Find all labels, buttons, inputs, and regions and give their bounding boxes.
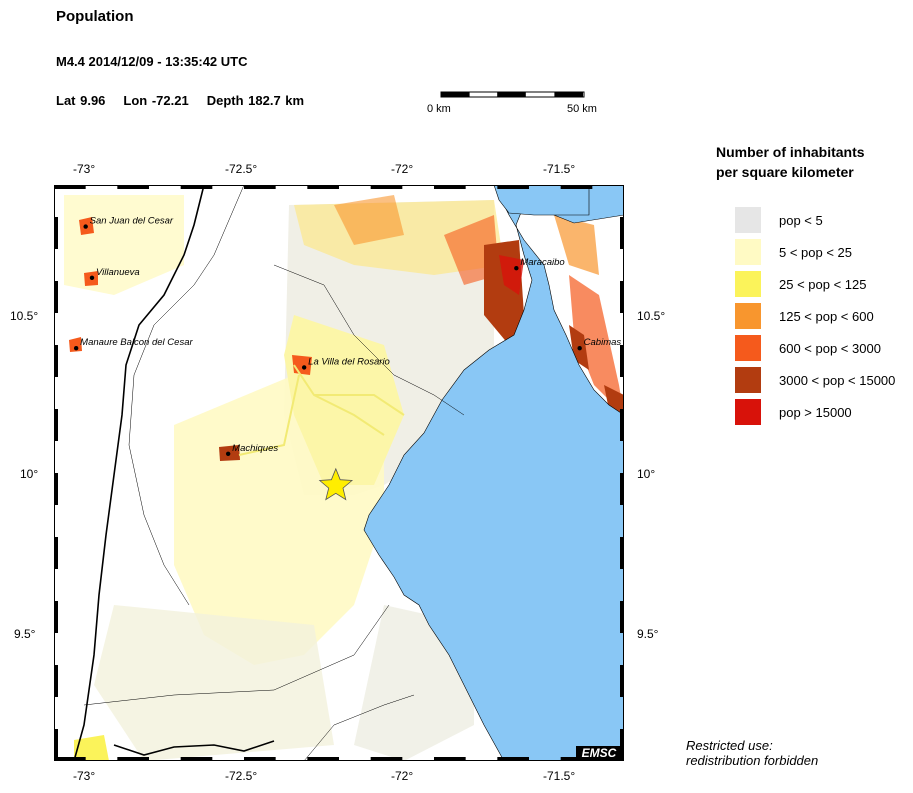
lon-tick-label: -73° [73, 162, 96, 176]
lat-tick-label: 10° [20, 467, 39, 481]
legend-title-line: Number of inhabitants [716, 144, 865, 160]
city-label: Machiques [232, 443, 278, 454]
legend-title: Number of inhabitants per square kilomet… [716, 142, 865, 182]
legend-item: 3000 < pop < 15000 [735, 367, 895, 393]
lat-tick-label: 10° [637, 467, 656, 481]
longitude-text: Lon -72.21 [123, 93, 189, 108]
road-network [238, 364, 405, 456]
map-title: Population [56, 8, 134, 25]
city-dot [225, 451, 231, 456]
lat-tick-label: 9.5° [637, 627, 659, 641]
legend-label: 25 < pop < 125 [779, 276, 867, 292]
country-border [113, 740, 275, 756]
legend-item: 600 < pop < 3000 [735, 335, 881, 361]
latitude-text: Lat 9.96 [56, 93, 106, 108]
city-dot [89, 275, 95, 280]
legend-label: 5 < pop < 25 [779, 244, 853, 260]
legend-label: pop < 5 [779, 212, 823, 228]
city-label: Cabimas [584, 337, 622, 348]
city-dot [577, 346, 582, 351]
lake-water [363, 185, 624, 761]
legend-label: 125 < pop < 600 [779, 308, 874, 324]
legend-swatch [735, 399, 761, 425]
scale-bar [440, 91, 585, 98]
restricted-line: redistribution forbidden [686, 753, 819, 768]
country-border [73, 185, 205, 761]
location-info: Lat 9.96 Lon -72.21 Depth 182.7 km [56, 93, 322, 108]
legend-swatch [735, 335, 761, 361]
lon-tick-label: -72° [391, 769, 414, 783]
lon-tick-label: -71.5° [543, 162, 576, 176]
legend-label: 3000 < pop < 15000 [779, 372, 896, 388]
city-markers: San Juan del Cesar Villanueva Manaure Balc… [73, 216, 622, 456]
restricted-note: Restricted use: redistribution forbidden [686, 738, 818, 768]
legend-swatch [735, 367, 761, 393]
lat-tick-label: 10.5° [10, 309, 39, 323]
restricted-line: Restricted use: [686, 738, 773, 753]
legend-item: 25 < pop < 125 [735, 271, 866, 297]
lat-tick-label: 10.5° [637, 309, 666, 323]
lon-tick-label: -72° [391, 162, 414, 176]
legend-item: 125 < pop < 600 [735, 303, 874, 329]
emsc-logo: EMSC [576, 746, 622, 760]
legend-swatch [735, 239, 761, 265]
frame-ticks [54, 185, 624, 761]
star-icon[interactable] [318, 467, 354, 501]
legend-item: 5 < pop < 25 [735, 239, 852, 265]
legend-title-line: per square kilometer [716, 164, 854, 180]
lat-tick-label: 9.5° [14, 627, 36, 641]
lon-tick-label: -71.5° [543, 769, 576, 783]
city-dot [73, 346, 79, 351]
city-dot [301, 365, 307, 370]
city-label: Manaure Balcon del Cesar [80, 337, 193, 348]
lon-tick-label: -72.5° [225, 162, 258, 176]
city-dot [514, 266, 519, 271]
city-label: San Juan del Cesar [90, 216, 174, 227]
scale-end-label: 50 km [567, 103, 597, 115]
population-map[interactable]: San Juan del Cesar Villanueva Manaure Balc… [54, 185, 624, 761]
event-info: M4.4 2014/12/09 - 13:35:42 UTC [56, 54, 248, 69]
lon-tick-label: -72.5° [225, 769, 258, 783]
legend-swatch [735, 207, 761, 233]
legend-item: pop < 5 [735, 207, 823, 233]
depth-text: Depth 182.7 km [206, 93, 305, 108]
city-label: La Villa del Rosario [308, 356, 390, 367]
legend-label: pop > 15000 [779, 404, 852, 420]
lon-tick-label: -73° [73, 769, 96, 783]
legend-swatch [735, 271, 761, 297]
legend-swatch [735, 303, 761, 329]
legend-label: 600 < pop < 3000 [779, 340, 881, 356]
gulf-water [493, 185, 590, 216]
city-dot [83, 224, 88, 229]
scale-start-label: 0 km [427, 103, 451, 115]
city-label: Maracaibo [520, 257, 564, 268]
city-label: Villanueva [96, 267, 140, 278]
legend-item: pop > 15000 [735, 399, 852, 425]
admin-boundaries [83, 185, 465, 761]
